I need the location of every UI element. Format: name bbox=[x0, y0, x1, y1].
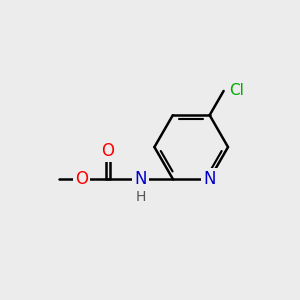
Text: N: N bbox=[203, 170, 216, 188]
Text: N: N bbox=[134, 170, 147, 188]
Text: Cl: Cl bbox=[229, 83, 244, 98]
Text: H: H bbox=[135, 190, 146, 204]
Text: O: O bbox=[75, 170, 88, 188]
Text: O: O bbox=[101, 142, 115, 160]
